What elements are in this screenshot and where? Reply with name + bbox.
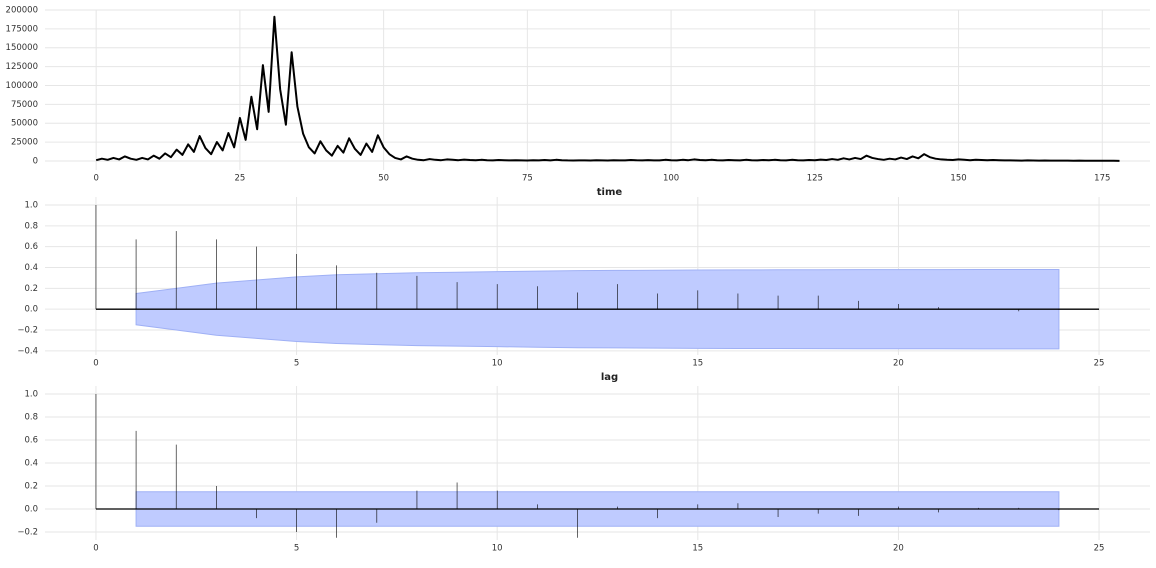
x-tick-label: 20 <box>893 359 904 369</box>
x-tick-label: 15 <box>692 544 703 554</box>
y-tick-label: 100000 <box>6 81 38 91</box>
x-tick-label: 0 <box>93 174 98 184</box>
x-tick-label: 10 <box>492 544 503 554</box>
y-tick-label: 50000 <box>11 119 38 129</box>
x-tick-label: 0 <box>93 359 98 369</box>
x-tick-label: 50 <box>378 174 389 184</box>
x-tick-label: 10 <box>492 359 503 369</box>
y-tick-label: 0.2 <box>24 481 38 491</box>
x-tick-label: 5 <box>294 359 299 369</box>
x-tick-label: 5 <box>294 544 299 554</box>
x-tick-label: 25 <box>1094 544 1105 554</box>
x-tick-label: 0 <box>93 544 98 554</box>
x-axis-label: time <box>597 187 623 198</box>
y-tick-label: 0.8 <box>24 221 38 231</box>
series-line <box>95 15 1120 162</box>
y-tick-label: 25000 <box>11 138 38 148</box>
x-axis-label: lag <box>601 372 618 383</box>
x-tick-label: 175 <box>1094 174 1110 184</box>
y-tick-label: 75000 <box>11 100 38 110</box>
y-tick-label: 0 <box>33 156 38 166</box>
y-tick-label: 125000 <box>6 62 38 72</box>
y-tick-label: 1.0 <box>24 390 38 400</box>
x-tick-label: 25 <box>234 174 245 184</box>
y-tick-label: 0.6 <box>24 436 38 446</box>
x-tick-label: 150 <box>950 174 966 184</box>
x-tick-label: 125 <box>807 174 823 184</box>
y-tick-label: −0.4 <box>17 346 38 356</box>
y-tick-label: 1.0 <box>24 201 38 211</box>
y-tick-label: 200000 <box>6 6 38 16</box>
y-tick-label: 0.2 <box>24 284 38 294</box>
y-tick-label: 0.4 <box>24 459 38 469</box>
y-tick-label: 0.0 <box>24 305 38 315</box>
x-tick-label: 25 <box>1094 359 1105 369</box>
y-tick-label: 175000 <box>6 24 38 34</box>
x-tick-label: 75 <box>522 174 533 184</box>
x-tick-label: 100 <box>663 174 679 184</box>
y-tick-label: 150000 <box>6 43 38 53</box>
y-tick-label: 0.8 <box>24 413 38 423</box>
y-tick-label: 0.6 <box>24 242 38 252</box>
x-tick-label: 20 <box>893 544 904 554</box>
y-tick-label: −0.2 <box>17 326 38 336</box>
x-tick-label: 15 <box>692 359 703 369</box>
y-tick-label: 0.0 <box>24 504 38 514</box>
y-tick-label: −0.2 <box>17 527 38 537</box>
y-tick-label: 0.4 <box>24 263 38 273</box>
